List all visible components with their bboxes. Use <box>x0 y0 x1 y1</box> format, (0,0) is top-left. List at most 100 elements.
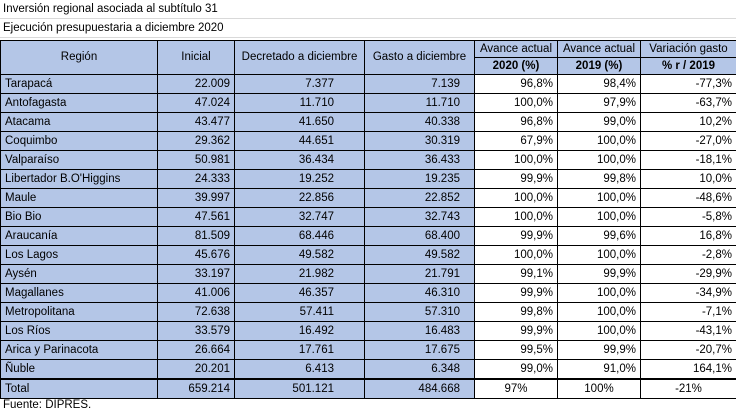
cell-avance-2019[interactable]: 98,4% <box>557 74 641 94</box>
cell-region[interactable]: Araucanía <box>0 226 158 246</box>
cell-region[interactable]: Valparaíso <box>0 150 158 170</box>
cell-gasto[interactable]: 19.235 <box>364 169 475 189</box>
cell-total-label[interactable]: Total <box>0 378 158 399</box>
cell-avance-2019[interactable]: 97,9% <box>557 93 641 113</box>
cell-gasto[interactable]: 22.852 <box>364 188 475 208</box>
cell-decretado[interactable]: 68.446 <box>234 226 365 246</box>
cell-decretado[interactable]: 16.492 <box>234 321 365 341</box>
cell-inicial[interactable]: 24.333 <box>157 169 235 189</box>
cell-inicial[interactable]: 47.561 <box>157 207 235 227</box>
cell-gasto[interactable]: 30.319 <box>364 131 475 151</box>
cell-inicial[interactable]: 72.638 <box>157 302 235 322</box>
cell-avance-2020[interactable]: 96,8% <box>474 112 558 132</box>
cell-gasto[interactable]: 46.310 <box>364 283 475 303</box>
cell-avance-2019[interactable]: 99,8% <box>557 169 641 189</box>
cell-decretado[interactable]: 57.411 <box>234 302 365 322</box>
cell-gasto[interactable]: 17.675 <box>364 340 475 360</box>
cell-total-gasto[interactable]: 484.668 <box>364 378 475 399</box>
cell-avance-2019[interactable]: 100,0% <box>557 188 641 208</box>
cell-region[interactable]: Ñuble <box>0 359 158 380</box>
cell-variacion[interactable]: -18,1% <box>640 150 736 170</box>
cell-decretado[interactable]: 7.377 <box>234 74 365 94</box>
cell-variacion[interactable]: 10,2% <box>640 112 736 132</box>
header-variacion[interactable]: Variación gasto % r / 2019 <box>640 40 736 75</box>
header-avance-2020[interactable]: Avance actual 2020 (%) <box>474 40 558 75</box>
cell-total-variacion[interactable]: -21% <box>640 378 736 399</box>
cell-region[interactable]: Bio Bio <box>0 207 158 227</box>
cell-avance-2020[interactable]: 67,9% <box>474 131 558 151</box>
cell-avance-2019[interactable]: 99,9% <box>557 340 641 360</box>
cell-decretado[interactable]: 21.982 <box>234 264 365 284</box>
cell-region[interactable]: Antofagasta <box>0 93 158 113</box>
cell-avance-2020[interactable]: 99,0% <box>474 359 558 380</box>
cell-region[interactable]: Los Lagos <box>0 245 158 265</box>
cell-decretado[interactable]: 44.651 <box>234 131 365 151</box>
cell-total-decretado[interactable]: 501.121 <box>234 378 365 399</box>
cell-decretado[interactable]: 6.413 <box>234 359 365 380</box>
cell-avance-2019[interactable]: 100,0% <box>557 321 641 341</box>
cell-inicial[interactable]: 33.197 <box>157 264 235 284</box>
cell-variacion[interactable]: -48,6% <box>640 188 736 208</box>
cell-region[interactable]: Libertador B.O'Higgins <box>0 169 158 189</box>
cell-decretado[interactable]: 49.582 <box>234 245 365 265</box>
cell-decretado[interactable]: 11.710 <box>234 93 365 113</box>
cell-variacion[interactable]: -43,1% <box>640 321 736 341</box>
cell-region[interactable]: Tarapacá <box>0 74 158 94</box>
cell-inicial[interactable]: 39.997 <box>157 188 235 208</box>
cell-region[interactable]: Magallanes <box>0 283 158 303</box>
cell-inicial[interactable]: 20.201 <box>157 359 235 380</box>
cell-inicial[interactable]: 22.009 <box>157 74 235 94</box>
cell-gasto[interactable]: 36.433 <box>364 150 475 170</box>
cell-avance-2019[interactable]: 100,0% <box>557 131 641 151</box>
cell-variacion[interactable]: -2,8% <box>640 245 736 265</box>
cell-gasto[interactable]: 40.338 <box>364 112 475 132</box>
cell-decretado[interactable]: 22.856 <box>234 188 365 208</box>
cell-avance-2019[interactable]: 99,9% <box>557 264 641 284</box>
cell-avance-2019[interactable]: 100,0% <box>557 245 641 265</box>
cell-avance-2019[interactable]: 100,0% <box>557 283 641 303</box>
cell-variacion[interactable]: 16,8% <box>640 226 736 246</box>
cell-avance-2019[interactable]: 100,0% <box>557 302 641 322</box>
cell-avance-2020[interactable]: 96,8% <box>474 74 558 94</box>
cell-avance-2019[interactable]: 99,6% <box>557 226 641 246</box>
cell-inicial[interactable]: 43.477 <box>157 112 235 132</box>
cell-total-avance-2019[interactable]: 100% <box>557 378 641 399</box>
cell-gasto[interactable]: 11.710 <box>364 93 475 113</box>
cell-gasto[interactable]: 32.743 <box>364 207 475 227</box>
cell-gasto[interactable]: 57.310 <box>364 302 475 322</box>
cell-variacion[interactable]: -77,3% <box>640 74 736 94</box>
cell-inicial[interactable]: 45.676 <box>157 245 235 265</box>
header-inicial[interactable]: Inicial <box>157 40 235 75</box>
header-avance-2019[interactable]: Avance actual 2019 (%) <box>557 40 641 75</box>
cell-gasto[interactable]: 7.139 <box>364 74 475 94</box>
cell-decretado[interactable]: 41.650 <box>234 112 365 132</box>
cell-gasto[interactable]: 21.791 <box>364 264 475 284</box>
cell-avance-2020[interactable]: 99,9% <box>474 226 558 246</box>
cell-region[interactable]: Arica y Parinacota <box>0 340 158 360</box>
cell-gasto[interactable]: 6.348 <box>364 359 475 380</box>
cell-variacion[interactable]: -29,9% <box>640 264 736 284</box>
cell-gasto[interactable]: 49.582 <box>364 245 475 265</box>
cell-avance-2020[interactable]: 99,8% <box>474 302 558 322</box>
cell-region[interactable]: Maule <box>0 188 158 208</box>
cell-avance-2020[interactable]: 100,0% <box>474 93 558 113</box>
cell-total-avance-2020[interactable]: 97% <box>474 378 558 399</box>
cell-inicial[interactable]: 81.509 <box>157 226 235 246</box>
cell-inicial[interactable]: 33.579 <box>157 321 235 341</box>
cell-avance-2020[interactable]: 100,0% <box>474 245 558 265</box>
cell-inicial[interactable]: 29.362 <box>157 131 235 151</box>
cell-variacion[interactable]: -20,7% <box>640 340 736 360</box>
cell-avance-2020[interactable]: 100,0% <box>474 188 558 208</box>
cell-variacion[interactable]: -5,8% <box>640 207 736 227</box>
cell-avance-2020[interactable]: 100,0% <box>474 207 558 227</box>
cell-avance-2020[interactable]: 99,9% <box>474 169 558 189</box>
cell-decretado[interactable]: 46.357 <box>234 283 365 303</box>
cell-decretado[interactable]: 36.434 <box>234 150 365 170</box>
cell-region[interactable]: Los Ríos <box>0 321 158 341</box>
cell-gasto[interactable]: 16.483 <box>364 321 475 341</box>
cell-total-inicial[interactable]: 659.214 <box>157 378 235 399</box>
cell-avance-2020[interactable]: 99,1% <box>474 264 558 284</box>
cell-variacion[interactable]: -7,1% <box>640 302 736 322</box>
cell-avance-2020[interactable]: 99,5% <box>474 340 558 360</box>
cell-region[interactable]: Coquimbo <box>0 131 158 151</box>
